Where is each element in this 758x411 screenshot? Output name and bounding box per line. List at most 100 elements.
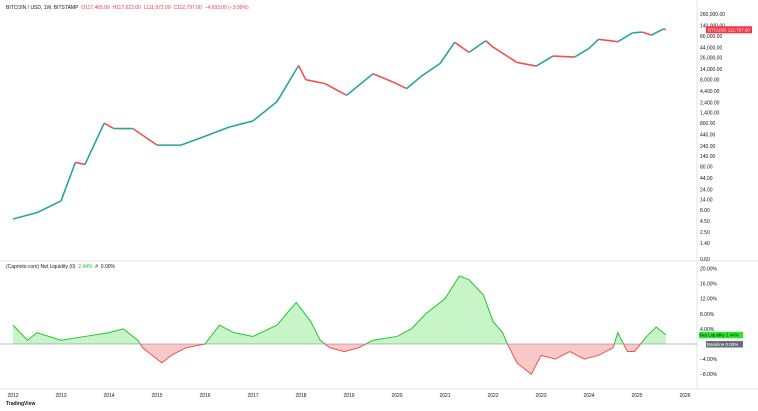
price-tick-label: 240.00 (700, 144, 716, 150)
price-tick-label: 80,000.00 (700, 34, 722, 40)
price-tick-label: 1,400.00 (700, 111, 720, 117)
price-segment (252, 101, 278, 122)
price-segment (468, 40, 487, 54)
price-segment (641, 31, 652, 36)
liquidity-tick-label: 12.00% (700, 297, 718, 303)
price-segment (588, 38, 600, 49)
ohlc-change: −4,693.00 (−3.99%) (204, 5, 249, 11)
price-tick-label: 800.00 (700, 121, 716, 127)
price-tick-label: 24.00 (700, 187, 713, 193)
price-tick-label: 4,400.00 (700, 89, 720, 95)
price-segment (516, 61, 537, 67)
time-tick-label: 2013 (55, 393, 66, 399)
price-segment (132, 127, 158, 146)
time-tick-label: 2024 (583, 393, 594, 399)
price-segment (485, 40, 494, 48)
indicator-sep: # (95, 264, 98, 270)
time-tick-label: 2020 (391, 393, 402, 399)
price-segment (204, 126, 230, 138)
time-tick-label: 2025 (631, 393, 642, 399)
price-segment (36, 200, 62, 214)
price-tick-label: 2.50 (700, 230, 710, 236)
price-segment (346, 73, 374, 96)
indicator-baseline: 0.00% (100, 264, 115, 270)
net-liquidity-label: Net Liquidity 2.44% (700, 333, 739, 338)
price-segment (180, 135, 206, 146)
price-tick-label: 260,000.00 (700, 12, 725, 18)
baseline-label-bg (706, 341, 743, 348)
price-label: BTCUSD 112,797.00 (708, 28, 750, 33)
liquidity-line-positive (12, 275, 667, 344)
net-liquidity-label-bg (699, 331, 743, 339)
price-segment (84, 122, 105, 165)
price-segment (60, 162, 77, 202)
price-segment (535, 55, 554, 67)
price-tick-label: 14.00 (700, 198, 713, 204)
liquidity-tick-label: 4.00% (700, 327, 715, 333)
price-tick-label: 8.00 (700, 208, 710, 214)
liquidity-negative-fill (13, 344, 666, 375)
ohlc-low: L111,972.00 (143, 5, 171, 11)
price-tick-label: 4.50 (700, 219, 710, 225)
liquidity-tick-label: 8.00% (700, 312, 715, 318)
price-tick-label: 2,400.00 (700, 100, 720, 106)
liquidity-positive-fill (13, 275, 666, 344)
price-segment (305, 78, 326, 85)
time-tick-label: 2017 (247, 393, 258, 399)
price-segment (276, 65, 300, 103)
time-tick-label: 2012 (7, 393, 18, 399)
symbol-name[interactable]: BITCOIN / USD, 1W, BITSTAMP (6, 5, 79, 11)
price-segment (12, 211, 38, 220)
price-tick-label: 8,000.00 (700, 78, 720, 84)
price-segment (439, 41, 456, 64)
indicator-value: 2.44% (78, 264, 93, 270)
time-tick-label: 2016 (199, 393, 210, 399)
price-segment (454, 41, 470, 54)
time-tick-label: 2014 (103, 393, 114, 399)
ohlc-high: H117,622.00 (112, 5, 141, 11)
price-segment (632, 31, 642, 34)
price-segment (574, 47, 590, 58)
price-tick-label: 44.00 (700, 176, 713, 182)
tradingview-logo[interactable]: TradingView (6, 401, 36, 407)
price-tick-label: 26,000.00 (700, 55, 722, 61)
price-tick-label: 14,000.00 (700, 67, 722, 73)
liquidity-tick-label: 16.00% (700, 282, 718, 288)
symbol-header: BITCOIN / USD, 1W, BITSTAMP O117,465.00 … (6, 5, 249, 11)
price-tick-label: 1.40 (700, 241, 710, 247)
price-label-bg (706, 26, 752, 34)
time-tick-label: 2021 (439, 393, 450, 399)
liquidity-line-negative (139, 344, 642, 376)
price-segment (406, 75, 422, 90)
price-tick-label: 80.00 (700, 165, 713, 171)
price-segment (372, 72, 393, 83)
time-tick-label: 2015 (151, 393, 162, 399)
time-tick-label: 2018 (295, 393, 306, 399)
price-segment (598, 38, 618, 43)
price-segment (651, 28, 664, 36)
price-segment (75, 161, 86, 166)
price-segment (228, 120, 254, 128)
indicator-legend: (Caprioto.com) Net Liquidity (0) 2.44% #… (6, 264, 115, 270)
price-segment (297, 65, 307, 81)
ohlc-open: O117,465.00 (81, 5, 110, 11)
baseline-label: Baseline 0.00% (707, 342, 738, 347)
indicator-name[interactable]: (Caprioto.com) Net Liquidity (0) (6, 264, 76, 270)
time-tick-label: 2019 (343, 393, 354, 399)
price-segment (420, 62, 441, 78)
time-tick-label: 2026 (679, 393, 690, 399)
price-tick-label: 140.00 (700, 154, 716, 160)
time-tick-label: 2023 (535, 393, 546, 399)
price-segment (663, 28, 667, 31)
price-segment (492, 46, 518, 64)
price-segment (391, 80, 407, 90)
price-tick-label: 44,000.00 (700, 46, 722, 52)
price-segment (103, 122, 115, 130)
liquidity-tick-label: −4.00% (700, 357, 718, 363)
price-segment (324, 82, 347, 97)
price-tick-label: 0.60 (700, 257, 710, 263)
price-segment (552, 55, 575, 58)
price-tick-label: 440.00 (700, 132, 716, 138)
